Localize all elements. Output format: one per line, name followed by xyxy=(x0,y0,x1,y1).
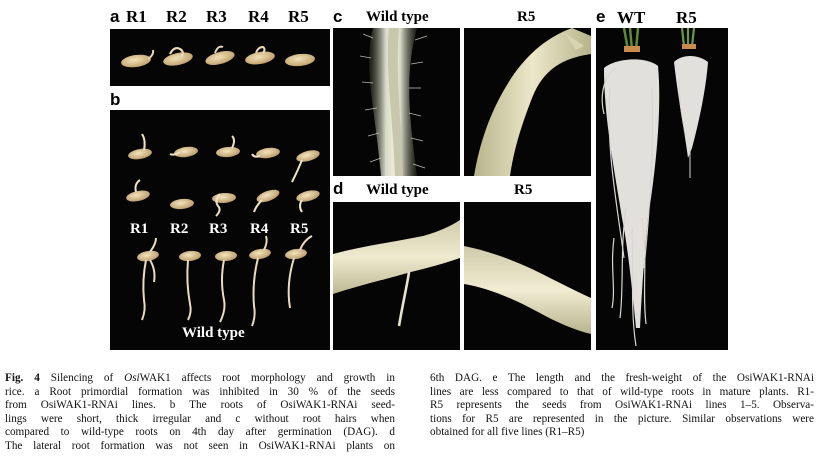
panel-b-label-r5: R5 xyxy=(290,221,309,237)
panel-b-label-r4: R4 xyxy=(250,221,269,237)
panel-d-r5-header: R5 xyxy=(514,182,533,198)
panel-a-label-r1: R1 xyxy=(126,7,147,26)
caption-line: from OsiWAK1-RNAi lines. b The roots of … xyxy=(5,399,395,411)
panel-a-label-r4: R4 xyxy=(248,7,269,26)
panel-c-r5-header: R5 xyxy=(517,9,536,25)
caption-line: Fig. 4 Silencing of OsiWAK1 affects root… xyxy=(5,372,395,384)
panel-e-wt-header: WT xyxy=(617,8,646,27)
figure-label: Fig. 4 xyxy=(5,372,40,384)
panel-a-label-r2: R2 xyxy=(166,7,187,26)
panel-b-letter: b xyxy=(110,90,121,109)
panel-b-label-r3: R3 xyxy=(209,221,228,237)
panel-e-r5-header: R5 xyxy=(676,8,697,27)
panel-d-letter: d xyxy=(333,179,344,198)
panel-b-wild-type-label: Wild type xyxy=(182,325,245,341)
caption-line: obtained for all five lines (R1–R5) xyxy=(430,426,585,438)
caption-line: compared to wild-type roots on 4th day a… xyxy=(5,426,395,438)
panel-d-wild-type-header: Wild type xyxy=(366,182,429,198)
figure-caption-left: Fig. 4 Silencing of OsiWAK1 affects root… xyxy=(5,372,395,453)
panel-c-r5-photo xyxy=(464,28,591,176)
panel-d-r5-photo xyxy=(464,202,591,350)
panel-c-wild-type-photo xyxy=(333,28,460,176)
panel-a-label-r3: R3 xyxy=(206,7,227,26)
figure-caption-right: 6th DAG. e The length and the fresh-weig… xyxy=(430,372,814,440)
panel-b-photo: R1 R2 R3 R4 R5 Wild type xyxy=(110,110,330,350)
caption-line: The lateral root formation was not seen … xyxy=(5,439,395,452)
caption-line: R5 represents the seeds from OsiWAK1-RNA… xyxy=(430,399,814,411)
panel-e-photo xyxy=(596,28,728,350)
caption-line: rice. a Root primordial formation was in… xyxy=(5,385,395,398)
panel-a-letter: a xyxy=(110,7,120,26)
panel-a-photo xyxy=(110,29,330,86)
panel-c-wild-type-header: Wild type xyxy=(366,9,429,25)
panel-d-wild-type-photo xyxy=(333,202,460,350)
panel-e-letter: e xyxy=(596,7,606,26)
panel-b-label-r1: R1 xyxy=(130,221,149,237)
panel-c-letter: c xyxy=(333,7,343,26)
panel-b-label-r2: R2 xyxy=(170,221,189,237)
caption-line: lines are less compared to that of wild-… xyxy=(430,385,814,398)
panel-a-label-r5: R5 xyxy=(288,7,309,26)
caption-line: tions for R5 are represented in the pict… xyxy=(430,412,814,425)
caption-line: 6th DAG. e The length and the fresh-weig… xyxy=(430,372,814,384)
caption-line: lings were short, thick irregular and c … xyxy=(5,412,395,425)
